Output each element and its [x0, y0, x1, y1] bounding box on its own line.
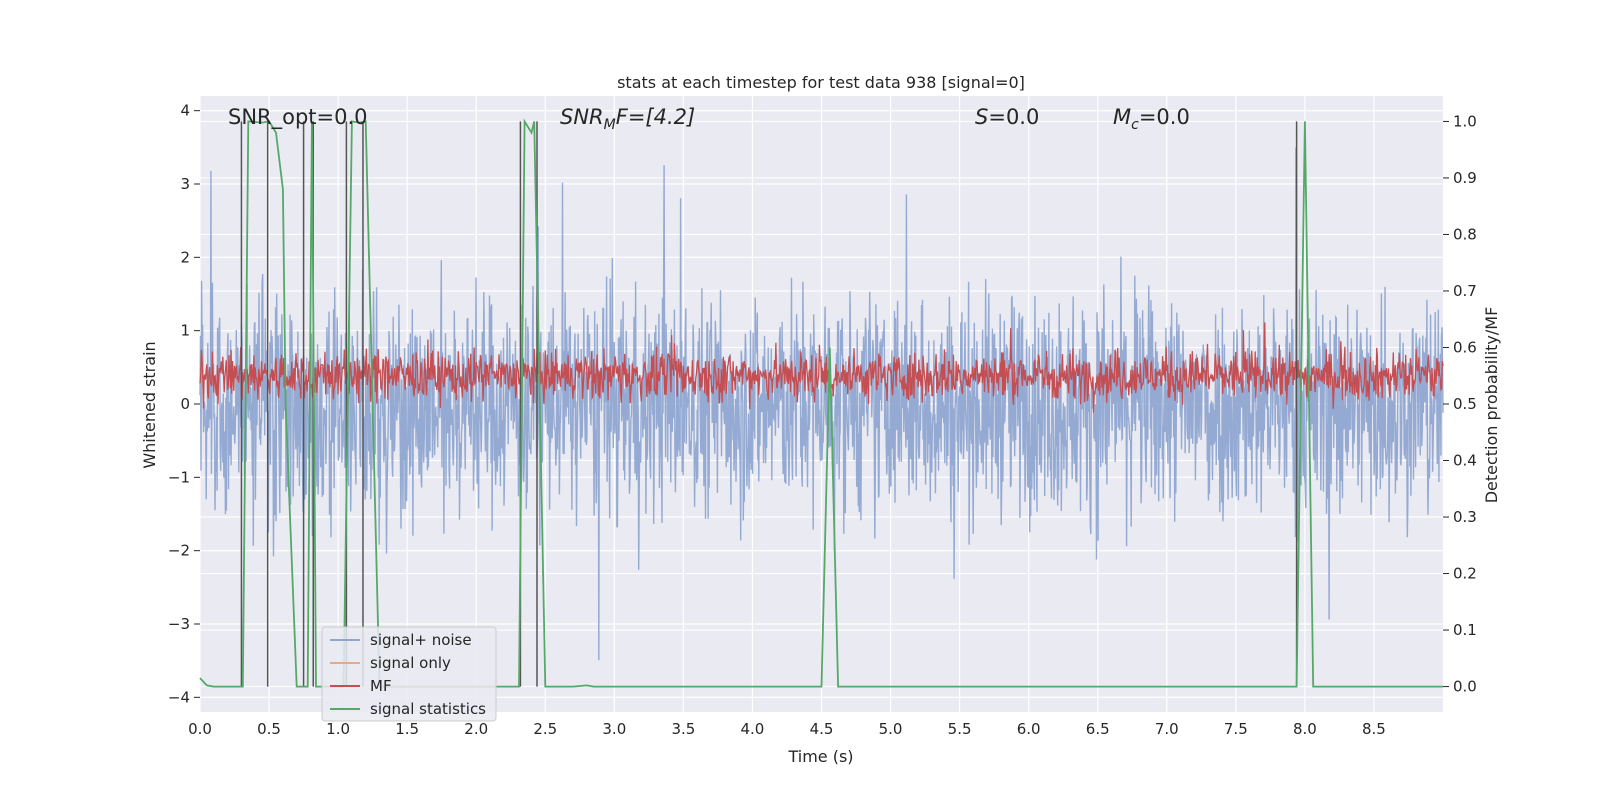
x-tick-label: 5.0	[879, 720, 903, 738]
annotation-s-base: S	[975, 105, 988, 129]
series-signal-statistics	[199, 118, 1443, 688]
y-tick-label: 1	[180, 322, 190, 340]
y-tick-label: 0	[180, 395, 190, 413]
y2-tick-label: 0.7	[1453, 282, 1477, 300]
chart-title: stats at each timestep for test data 938…	[617, 73, 1025, 92]
x-tick-label: 3.0	[602, 720, 626, 738]
annotation-mc-base: M	[1113, 105, 1131, 129]
x-tick-label: 4.5	[810, 720, 834, 738]
legend-box	[321, 626, 497, 722]
y-tick-label: −3	[168, 615, 190, 633]
y-tick-label: 4	[180, 102, 190, 120]
x-tick-label: 8.0	[1293, 720, 1317, 738]
x-tick-label: 0.0	[188, 720, 212, 738]
legend-label-signal-statistics: signal statistics	[370, 700, 486, 718]
legend: signal+ noise signal only MF signal stat…	[321, 626, 497, 722]
y2-axis-label: Detection probability/MF	[1482, 307, 1501, 504]
annotation-s-rest: =0.0	[988, 105, 1039, 129]
annotation-snr-opt: SNR_opt=0.0	[228, 105, 368, 130]
y2-tick-label: 0.5	[1453, 395, 1477, 413]
annotation-snr-mf-sub: M	[604, 117, 616, 133]
legend-label-mf: MF	[370, 677, 392, 695]
x-tick-label: 6.0	[1017, 720, 1041, 738]
x-tick-label: 3.5	[671, 720, 695, 738]
annotation-snr-mf-base: SNR	[560, 105, 604, 129]
x-tick-label: 2.5	[533, 720, 557, 738]
x-tick-label: 6.5	[1086, 720, 1110, 738]
x-tick-label: 1.0	[326, 720, 350, 738]
y-tick-label: 3	[180, 175, 190, 193]
series-signal-noise	[199, 147, 1444, 661]
annotation-mc-sub: c	[1131, 117, 1139, 133]
legend-label-signal-noise: signal+ noise	[370, 631, 472, 649]
annotation-mc: Mc=0.0	[1113, 105, 1190, 133]
y-tick-label: −1	[168, 468, 190, 486]
y2-tick-label: 1.0	[1453, 112, 1477, 130]
annotation-mc-rest: =0.0	[1139, 105, 1190, 129]
x-tick-label: 0.5	[257, 720, 281, 738]
annotation-s: S=0.0	[975, 105, 1039, 129]
y2-tick-label: 0.2	[1453, 565, 1477, 583]
y2-tick-label: 0.8	[1453, 225, 1477, 243]
x-axis-label: Time (s)	[787, 747, 853, 766]
y2-tick-label: 0.4	[1453, 452, 1477, 470]
y-tick-label: −4	[168, 688, 190, 706]
y-axis-label: Whitened strain	[140, 341, 159, 468]
x-tick-label: 1.5	[395, 720, 419, 738]
y2-tick-label: 0.9	[1453, 169, 1477, 187]
y-tick-label: −2	[168, 542, 190, 560]
x-tick-label: 4.0	[741, 720, 765, 738]
legend-label-signal-only: signal only	[370, 654, 451, 672]
y2-tick-label: 0.0	[1453, 678, 1477, 696]
annotation-snr-mf-rest: F=[4.2]	[616, 105, 695, 129]
x-tick-label: 8.5	[1362, 720, 1386, 738]
y-tick-label: 2	[180, 248, 190, 266]
y2-tick-label: 0.1	[1453, 621, 1477, 639]
x-tick-label: 7.0	[1155, 720, 1179, 738]
series-mf	[199, 322, 1444, 413]
x-tick-label: 7.5	[1224, 720, 1248, 738]
x-tick-label: 2.0	[464, 720, 488, 738]
x-tick-label: 5.5	[948, 720, 972, 738]
y2-tick-label: 0.3	[1453, 508, 1477, 526]
ticks: 0.0 0.5 1.0 1.5 2.0 2.5 3.0 3.5 4.0 4.5 5.0 5.5 6.0 6…	[168, 102, 1477, 738]
y2-tick-label: 0.6	[1453, 338, 1477, 356]
annotation-snr-mf: SNRMF=[4.2]	[560, 105, 695, 133]
series-layer	[199, 118, 1444, 688]
